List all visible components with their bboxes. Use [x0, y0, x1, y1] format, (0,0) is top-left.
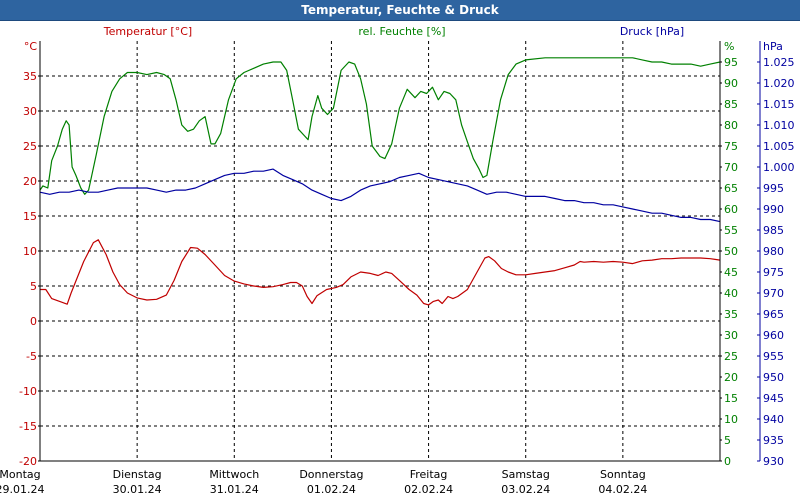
- humidity-tick-label: 80: [724, 119, 738, 132]
- temp-tick-label: 10: [23, 245, 37, 258]
- temp-tick-label: -15: [19, 420, 37, 433]
- humidity-tick-label: 75: [724, 140, 738, 153]
- humidity-tick-label: 55: [724, 224, 738, 237]
- x-tick-day: Freitag: [410, 468, 448, 481]
- temp-tick-label: 5: [30, 280, 37, 293]
- x-tick-date: 02.02.24: [404, 483, 453, 496]
- humidity-tick-label: 85: [724, 98, 738, 111]
- humidity-tick-label: 20: [724, 371, 738, 384]
- humidity-tick-label: 15: [724, 392, 738, 405]
- pressure-tick-label: 945: [763, 392, 784, 405]
- x-tick-date: 30.01.24: [113, 483, 162, 496]
- x-tick-day: Samstag: [502, 468, 550, 481]
- pressure-tick-label: 935: [763, 434, 784, 447]
- pressure-tick-label: 950: [763, 371, 784, 384]
- humidity-tick-label: 50: [724, 245, 738, 258]
- temp-tick-label: 25: [23, 140, 37, 153]
- x-tick-date: 03.02.24: [501, 483, 550, 496]
- pressure-tick-label: 1.025: [763, 56, 795, 69]
- temp-unit-label: °C: [24, 40, 38, 53]
- pressure-tick-label: 1.015: [763, 98, 795, 111]
- humidity-tick-label: 95: [724, 56, 738, 69]
- pressure-tick-label: 1.020: [763, 77, 795, 90]
- pressure-tick-label: 965: [763, 308, 784, 321]
- temp-tick-label: 0: [30, 315, 37, 328]
- humidity-tick-label: 90: [724, 77, 738, 90]
- pressure-unit-label: hPa: [763, 40, 783, 53]
- pressure-tick-label: 1.005: [763, 140, 795, 153]
- pressure-tick-label: 960: [763, 329, 784, 342]
- grid: [40, 41, 720, 461]
- series-line-press: [39, 168, 721, 223]
- temp-tick-label: 20: [23, 175, 37, 188]
- pressure-axis-title: Druck [hPa]: [620, 25, 684, 38]
- pressure-tick-label: 955: [763, 350, 784, 363]
- humidity-tick-label: 60: [724, 203, 738, 216]
- temp-tick-label: -20: [19, 455, 37, 468]
- humidity-tick-label: 40: [724, 287, 738, 300]
- x-tick-date: 01.02.24: [307, 483, 356, 496]
- axis-labels: -20 -15 -10 -5 0 5 10 15 20 25 30 35 °C 0 5 10 15 20 25 30 3…: [0, 25, 795, 496]
- temp-axis-title: Temperatur [°C]: [103, 25, 192, 38]
- x-tick-day: Montag: [0, 468, 41, 481]
- humidity-unit-label: %: [724, 40, 734, 53]
- pressure-tick-label: 970: [763, 287, 784, 300]
- temp-tick-label: 30: [23, 105, 37, 118]
- humidity-tick-label: 65: [724, 182, 738, 195]
- weather-chart: -20 -15 -10 -5 0 5 10 15 20 25 30 35 °C 0 5 10 15 20 25 30 3…: [0, 25, 795, 496]
- temp-tick-label: 15: [23, 210, 37, 223]
- x-tick-day: Mittwoch: [209, 468, 259, 481]
- series-line-hum: [39, 57, 721, 195]
- humidity-tick-label: 10: [724, 413, 738, 426]
- humidity-tick-label: 35: [724, 308, 738, 321]
- pressure-tick-label: 940: [763, 413, 784, 426]
- x-tick-day: Donnerstag: [299, 468, 363, 481]
- pressure-tick-label: 975: [763, 266, 784, 279]
- title-bar: Temperatur, Feuchte & Druck: [0, 0, 800, 21]
- x-tick-date: 31.01.24: [210, 483, 259, 496]
- humidity-tick-label: 25: [724, 350, 738, 363]
- x-tick-date: 29.01.24: [0, 483, 44, 496]
- pressure-tick-label: 1.010: [763, 119, 795, 132]
- humidity-tick-label: 45: [724, 266, 738, 279]
- humidity-tick-label: 5: [724, 434, 731, 447]
- pressure-tick-label: 985: [763, 224, 784, 237]
- series-line-temp: [40, 239, 721, 306]
- temp-tick-label: -10: [19, 385, 37, 398]
- temp-tick-label: 35: [23, 70, 37, 83]
- x-tick-day: Sonntag: [600, 468, 646, 481]
- series-group: [39, 57, 721, 306]
- humidity-tick-label: 30: [724, 329, 738, 342]
- x-tick-date: 04.02.24: [598, 483, 647, 496]
- humidity-tick-label: 0: [724, 455, 731, 468]
- temp-tick-label: -5: [26, 350, 37, 363]
- pressure-tick-label: 930: [763, 455, 784, 468]
- pressure-tick-label: 990: [763, 203, 784, 216]
- pressure-tick-label: 980: [763, 245, 784, 258]
- plot-frame: [38, 41, 761, 462]
- chart-title: Temperatur, Feuchte & Druck: [301, 3, 499, 17]
- x-tick-day: Dienstag: [113, 468, 162, 481]
- humidity-axis-title: rel. Feuchte [%]: [358, 25, 445, 38]
- humidity-tick-label: 70: [724, 161, 738, 174]
- pressure-tick-label: 1.000: [763, 161, 795, 174]
- pressure-tick-label: 995: [763, 182, 784, 195]
